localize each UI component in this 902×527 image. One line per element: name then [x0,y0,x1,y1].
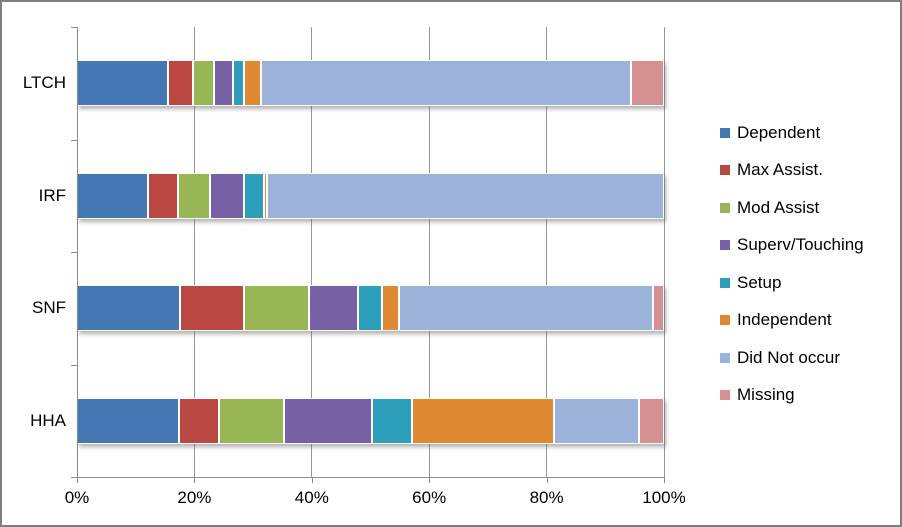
x-axis-tick [77,478,78,483]
gridline [428,27,430,477]
x-axis-tick-label: 60% [412,488,447,507]
bar-segment-missing [630,60,664,107]
legend-item-dependent: Dependent [720,114,864,152]
bar-segment-mod-assist [177,172,211,219]
legend-swatch-mod-assist [720,202,730,213]
bar-segment-setup [357,285,383,332]
bar-segment-setup [372,397,412,444]
legend-item-did-not-occur: Did Not occur [720,339,864,377]
legend-swatch-superv-touching [720,240,730,251]
y-axis-tick [71,27,77,28]
y-axis-line [77,27,78,478]
x-axis-tick-label: 20% [177,488,212,507]
plot-area [77,27,665,477]
bar-segment-mod-assist [219,397,284,444]
x-axis-tick-label: 100% [642,488,686,507]
bar-segment-dependent [77,397,180,444]
category-label-irf: IRF [38,185,66,205]
x-axis-tick-label: 40% [294,488,329,507]
bar-segment-dependent [77,60,168,107]
bar-segment-missing [653,285,664,332]
bar-row-hha [77,397,664,444]
legend-swatch-did-not-occur [720,352,730,363]
legend-label-independent: Independent [737,310,832,330]
legend-swatch-max-assist [720,165,730,176]
legend-swatch-dependent [720,127,730,138]
bar-segment-max-assist [179,397,220,444]
bar-segment-superv-touching [210,172,245,219]
gridline [546,27,548,477]
bar-row-irf [77,172,664,219]
legend-swatch-setup [720,277,730,288]
legend-item-mod-assist: Mod Assist [720,189,864,227]
bar-segment-max-assist [180,285,244,332]
y-axis-tick [71,139,77,141]
bar-segment-dependent [77,285,181,332]
bar-row-snf [77,285,664,332]
x-axis-tick-label: 0% [64,488,90,507]
bar-segment-mod-assist [193,60,215,107]
legend-swatch-missing [720,390,730,401]
bar-segment-did-not-occur [398,285,654,332]
bar-segment-independent [263,172,267,219]
legend-item-setup: Setup [720,264,864,302]
legend: Dependent Max Assist. Mod Assist Superv/Tou… [720,114,864,414]
legend-label-missing: Missing [737,385,795,405]
bar-segment-independent [382,285,399,332]
bar-segment-setup [232,60,245,107]
legend-item-missing: Missing [720,377,864,415]
gridline [193,27,195,477]
legend-label-mod-assist: Mod Assist [737,197,820,217]
bar-row-ltch [77,60,664,107]
bar-segment-did-not-occur [266,172,664,219]
category-label-ltch: LTCH [22,73,66,93]
bar-segment-mod-assist [243,285,309,332]
bar-segment-did-not-occur [553,397,640,444]
x-axis-tick [429,478,431,483]
legend-label-did-not-occur: Did Not occur [737,347,840,367]
bar-segment-independent [244,60,262,107]
category-label-snf: SNF [32,298,66,318]
bar-segment-superv-touching [214,60,233,107]
x-axis-line [77,477,665,478]
legend-item-superv-touching: Superv/Touching [720,227,864,265]
x-axis-tick [664,478,665,483]
gridline [663,27,665,477]
bar-segment-superv-touching [308,285,358,332]
legend-item-max-assist: Max Assist. [720,152,864,190]
bar-segment-missing [639,397,664,444]
y-axis-tick [71,477,77,478]
y-axis-tick [71,364,77,366]
legend-item-independent: Independent [720,302,864,340]
gridline [311,27,313,477]
x-axis-tick [311,478,313,483]
legend-label-setup: Setup [737,272,782,292]
x-axis-tick-label: 80% [529,488,564,507]
bar-segment-max-assist [167,60,194,107]
bar-segment-independent [411,397,554,444]
bar-segment-did-not-occur [261,60,631,107]
legend-label-superv-touching: Superv/Touching [737,235,864,255]
bar-segment-max-assist [148,172,178,219]
legend-swatch-independent [720,315,730,326]
bar-segment-dependent [77,172,149,219]
legend-label-max-assist: Max Assist. [737,160,823,180]
category-label-hha: HHA [30,410,66,430]
x-axis-tick [546,478,548,483]
x-axis-tick [194,478,196,483]
y-axis-tick [71,252,77,253]
bar-segment-setup [244,172,264,219]
legend-label-dependent: Dependent [737,122,821,142]
bar-segment-superv-touching [283,397,373,444]
